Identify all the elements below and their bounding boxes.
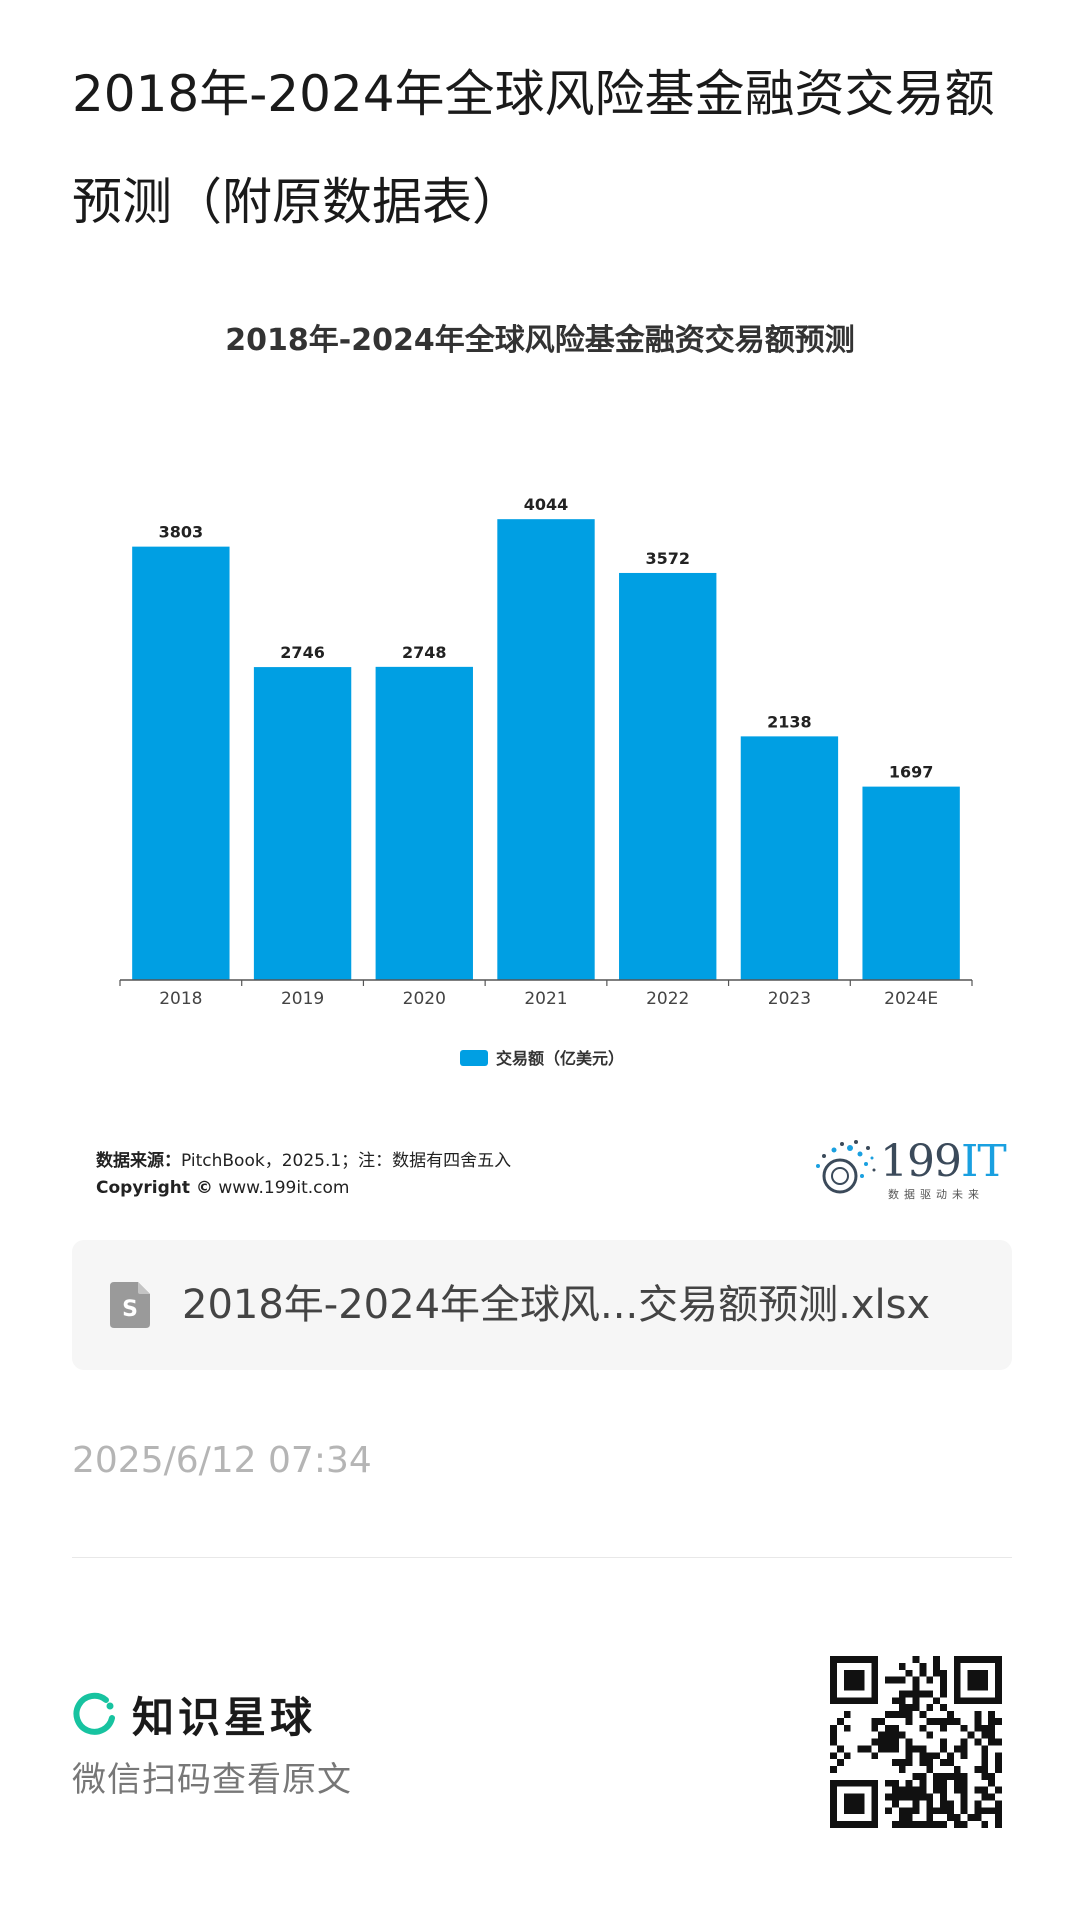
chart-title: 2018年-2024年全球风险基金融资交易额预测: [225, 323, 854, 358]
value-label-2022: 3572: [645, 549, 690, 568]
value-label-2018: 3803: [159, 523, 204, 542]
value-labels-group: 3803 2746 2748 4044 3572 2138 1697: [159, 495, 934, 781]
value-label-2019: 2746: [280, 643, 325, 662]
value-label-2023: 2138: [767, 712, 812, 731]
scan-instruction: 微信扫码查看原文: [72, 1760, 352, 1800]
divider: [72, 1557, 1012, 1558]
legend-swatch: [460, 1050, 488, 1066]
page-title: 2018年-2024年全球风险基金融资交易额预测（附原数据表）: [72, 65, 995, 231]
x-tick-label-2019: 2019: [281, 989, 324, 1009]
x-tick-label-2021: 2021: [524, 989, 567, 1009]
value-label-2024E: 1697: [889, 763, 934, 782]
logo-number: 199: [880, 1136, 962, 1187]
value-label-2021: 4044: [524, 495, 569, 514]
x-ticks-group: [119, 980, 973, 986]
bar-2018: [132, 546, 230, 980]
logo-it: IT: [960, 1136, 1007, 1187]
bar-chart: 2018年-2024年全球风险基金融资交易额预测 3803 2746 2748 404…: [72, 300, 1008, 1230]
brand: 知识星球: [72, 1686, 316, 1742]
bar-2019: [253, 667, 352, 980]
file-name[interactable]: 2018年-2024年全球风...交易额预测.xlsx: [182, 1282, 931, 1328]
legend: 交易额（亿美元）: [460, 1049, 624, 1068]
x-tick-label-2018: 2018: [159, 989, 202, 1009]
bar-2024E: [862, 786, 960, 980]
qr-code-icon[interactable]: [830, 1656, 1002, 1828]
x-tick-label-2024E: 2024E: [884, 989, 938, 1009]
bars-group: [132, 519, 960, 980]
copyright: Copyright © www.199it.com: [96, 1178, 349, 1198]
bar-2022: [619, 572, 717, 980]
svg-text:S: S: [122, 1297, 138, 1322]
post-timestamp: 2025/6/12 07:34: [72, 1440, 372, 1481]
legend-label: 交易额（亿美元）: [496, 1049, 624, 1068]
bar-2021: [497, 519, 595, 980]
dots-logo-icon: [816, 1140, 876, 1194]
bar-2020: [375, 666, 473, 980]
199it-logo: 199IT 数据驱动未来: [810, 1136, 1007, 1202]
chart-svg: 2018年-2024年全球风险基金融资交易额预测 3803 2746 2748 404…: [119, 323, 973, 1068]
x-labels-group: 2018 2019 2020 2021 2022 2023 2024E: [159, 989, 938, 1009]
logo-tagline: 数据驱动未来: [888, 1188, 984, 1201]
x-tick-label-2020: 2020: [403, 989, 446, 1009]
planet-ring-icon: [73, 1692, 115, 1735]
value-label-2020: 2748: [402, 643, 447, 662]
x-tick-label-2022: 2022: [646, 989, 689, 1009]
copyright-label: Copyright ©: [96, 1178, 213, 1198]
data-source-label: 数据来源：: [96, 1151, 181, 1171]
bar-2023: [740, 736, 839, 980]
data-source: 数据来源：PitchBook，2025.1；注：数据有四舍五入: [96, 1146, 511, 1171]
brand-name: 知识星球: [132, 1692, 317, 1742]
copyright-url: www.199it.com: [218, 1178, 350, 1198]
data-source-text: PitchBook，2025.1；注：数据有四舍五入: [181, 1151, 512, 1171]
x-tick-label-2023: 2023: [768, 989, 811, 1009]
spreadsheet-file-icon: S: [110, 1282, 150, 1328]
qr-modules: [830, 1656, 1002, 1828]
file-attachment-card[interactable]: S 2018年-2024年全球风...交易额预测.xlsx: [72, 1240, 1012, 1370]
